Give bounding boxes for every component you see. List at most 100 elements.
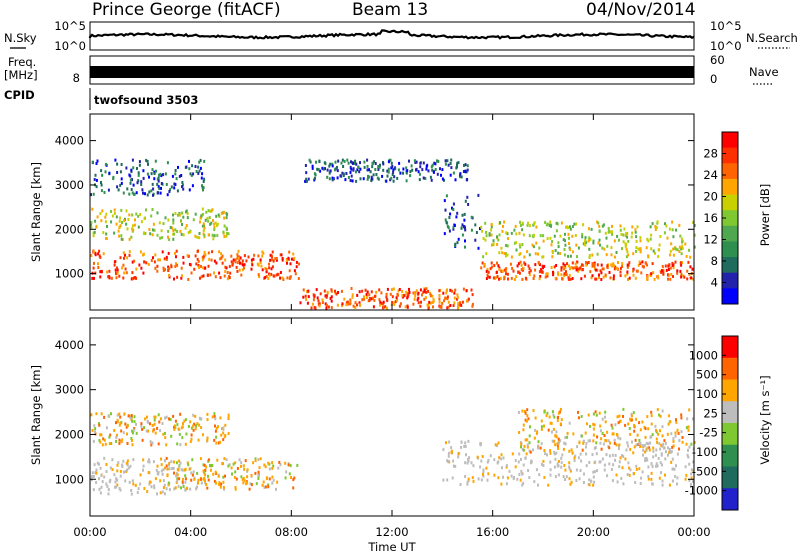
power-echo-cell bbox=[386, 169, 389, 173]
velocity-echo-cell bbox=[193, 477, 196, 481]
power-echo-cell bbox=[215, 214, 218, 218]
power-echo-cell bbox=[113, 208, 116, 212]
power-echo-cell bbox=[295, 260, 298, 264]
power-echo-cell bbox=[167, 269, 170, 272]
power-echo-cell bbox=[546, 237, 549, 240]
velocity-echo-cell bbox=[156, 472, 159, 476]
velocity-echo-cell bbox=[511, 452, 514, 456]
power-echo-cell bbox=[311, 164, 314, 168]
power-echo-cell bbox=[652, 271, 655, 275]
velocity-echo-cell bbox=[644, 457, 647, 461]
power-echo-cell bbox=[323, 289, 326, 293]
velocity-echo-cell bbox=[464, 475, 467, 478]
power-echo-cell bbox=[120, 163, 123, 166]
power-echo-cell bbox=[662, 272, 665, 276]
power-echo-cell bbox=[503, 276, 506, 280]
velocity-echo-cell bbox=[163, 492, 166, 496]
velocity-echo-cell bbox=[655, 464, 657, 468]
velocity-echo-cell bbox=[686, 417, 689, 421]
power-echo-cell bbox=[576, 260, 579, 264]
velocity-colorbar-tick-label: -1000 bbox=[685, 484, 718, 498]
velocity-echo-cell bbox=[690, 476, 693, 480]
power-echo-cell bbox=[550, 224, 552, 228]
power-echo-cell bbox=[370, 179, 373, 183]
power-echo-cell bbox=[261, 268, 264, 272]
velocity-echo-cell bbox=[142, 458, 145, 462]
power-echo-cell bbox=[635, 235, 638, 239]
velocity-echo-cell bbox=[202, 469, 205, 473]
power-echo-cell bbox=[566, 262, 568, 266]
power-echo-cell bbox=[131, 158, 134, 162]
power-echo-cell bbox=[613, 239, 616, 243]
power-echo-cell bbox=[176, 213, 179, 217]
velocity-colorbar-tick-label: 100 bbox=[696, 387, 718, 401]
power-echo-cell bbox=[223, 224, 226, 228]
power-echo-cell bbox=[431, 168, 434, 172]
velocity-echo-cell bbox=[658, 442, 661, 446]
velocity-echo-cell bbox=[451, 476, 454, 480]
velocity-echo-cell bbox=[110, 412, 112, 416]
velocity-echo-cell bbox=[578, 477, 581, 481]
velocity-echo-cell bbox=[257, 473, 260, 477]
power-echo-cell bbox=[623, 227, 626, 231]
power-echo-cell bbox=[135, 212, 138, 216]
power-echo-cell bbox=[293, 256, 296, 260]
velocity-colorbar-tick-label: 25 bbox=[703, 406, 718, 420]
power-echo-cell bbox=[439, 167, 441, 171]
velocity-echo-cell bbox=[190, 478, 193, 482]
power-echo-cell bbox=[466, 195, 469, 199]
power-echo-cell bbox=[281, 276, 284, 280]
power-echo-cell bbox=[126, 187, 129, 191]
velocity-echo-cell bbox=[618, 443, 621, 447]
power-echo-cell bbox=[510, 231, 513, 235]
power-echo-cell bbox=[550, 266, 553, 269]
power-echo-cell bbox=[455, 215, 458, 219]
power-echo-cell bbox=[185, 209, 188, 213]
velocity-echo-cell bbox=[547, 428, 550, 432]
power-echo-cell bbox=[613, 267, 616, 271]
velocity-echo-cell bbox=[92, 488, 95, 492]
velocity-echo-cell bbox=[166, 467, 169, 471]
power-echo-cell bbox=[505, 272, 507, 276]
power-echo-cell bbox=[577, 269, 580, 273]
power-echo-cell bbox=[133, 259, 136, 263]
power-echo-cell bbox=[487, 275, 489, 279]
power-echo-cell bbox=[115, 276, 118, 280]
power-echo-cell bbox=[430, 294, 432, 298]
velocity-echo-cell bbox=[638, 421, 641, 425]
power-echo-cell bbox=[92, 250, 95, 254]
power-echo-cell bbox=[107, 275, 110, 279]
power-echo-cell bbox=[429, 175, 432, 179]
velocity-echo-cell bbox=[540, 425, 543, 429]
power-echo-cell bbox=[588, 236, 591, 240]
power-echo-cell bbox=[449, 304, 452, 307]
velocity-echo-cell bbox=[532, 409, 535, 412]
power-echo-cell bbox=[208, 257, 211, 261]
power-echo-cell bbox=[100, 219, 103, 223]
velocity-echo-cell bbox=[617, 436, 620, 440]
power-echo-cell bbox=[352, 304, 355, 308]
velocity-echo-cell bbox=[661, 434, 664, 438]
velocity-colorbar-swatch bbox=[722, 379, 738, 402]
power-echo-cell bbox=[461, 300, 464, 304]
power-echo-cell bbox=[567, 226, 569, 230]
velocity-echo-cell bbox=[135, 431, 138, 435]
power-echo-cell bbox=[693, 233, 696, 237]
velocity-echo-cell bbox=[577, 456, 580, 460]
power-echo-cell bbox=[404, 305, 407, 309]
power-echo-cell bbox=[669, 253, 672, 257]
power-echo-cell bbox=[382, 300, 385, 304]
velocity-echo-cell bbox=[450, 451, 453, 454]
velocity-echo-cell bbox=[526, 419, 528, 423]
velocity-echo-cell bbox=[644, 450, 647, 454]
power-echo-cell bbox=[235, 265, 238, 269]
power-echo-cell bbox=[389, 178, 392, 182]
power-echo-cell bbox=[203, 234, 206, 238]
power-echo-cell bbox=[106, 270, 109, 274]
power-echo-cell bbox=[336, 165, 338, 169]
power-echo-cell bbox=[110, 220, 113, 224]
velocity-echo-cell bbox=[222, 462, 224, 466]
power-echo-cell bbox=[693, 224, 696, 227]
velocity-echo-cell bbox=[563, 464, 566, 467]
velocity-echo-cell bbox=[660, 471, 662, 475]
